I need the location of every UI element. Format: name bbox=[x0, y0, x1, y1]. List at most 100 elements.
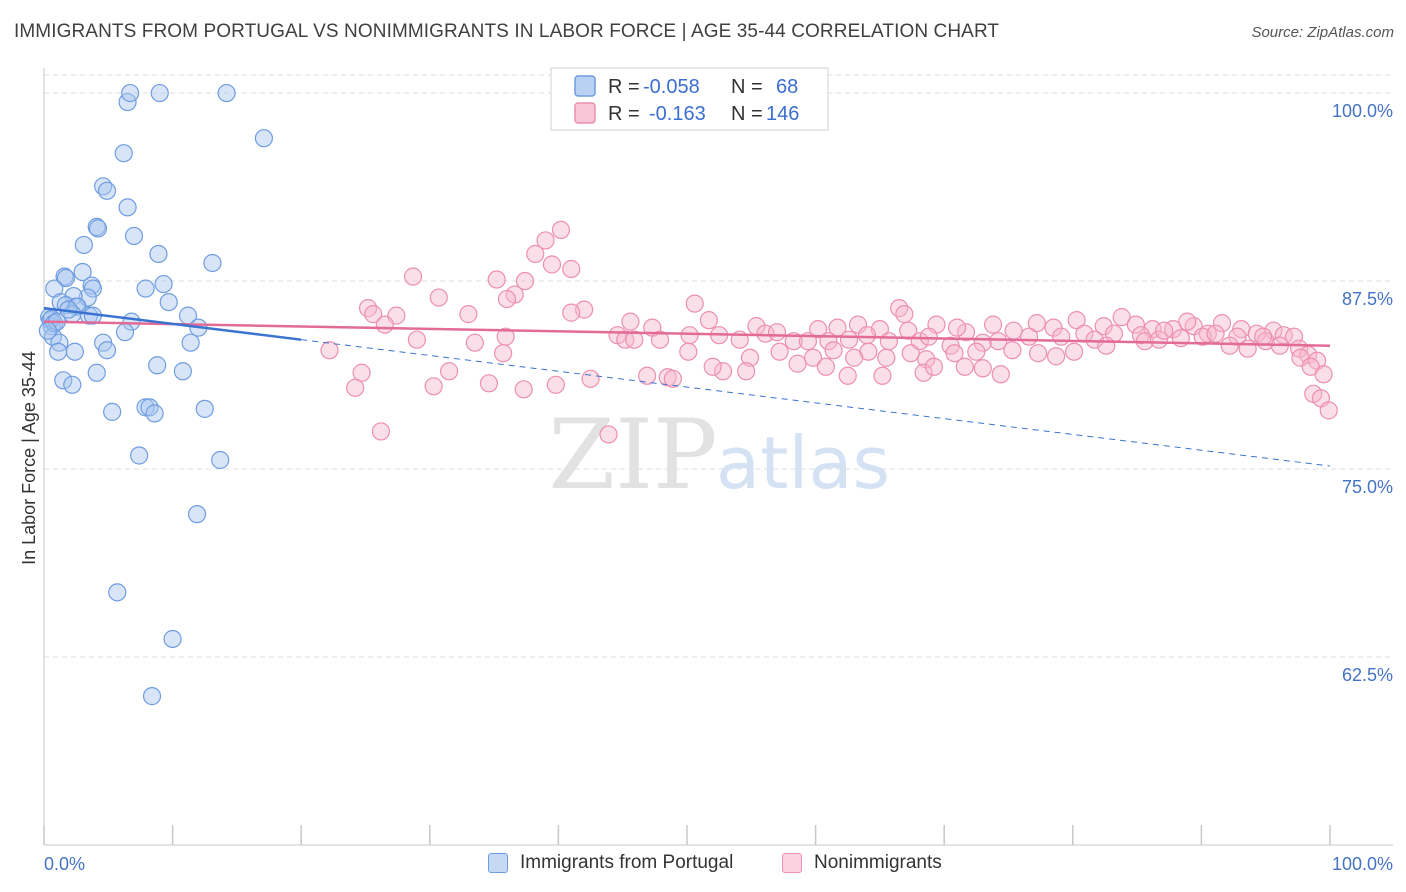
nonimmigrants-point-9 bbox=[429, 288, 448, 307]
nonimmigrants-point-19 bbox=[375, 315, 394, 334]
nonimmigrants-point-116 bbox=[924, 357, 944, 376]
nonimmigrants-point-136 bbox=[1149, 330, 1169, 349]
nonimmigrants-point-132 bbox=[1028, 344, 1048, 363]
nonimmigrants-point-140 bbox=[1220, 336, 1239, 355]
chart-title: IMMIGRANTS FROM PORTUGAL VS NONIMMIGRANT… bbox=[14, 21, 1000, 42]
nonimmigrants-point-100 bbox=[917, 350, 936, 369]
portugal-point-17 bbox=[56, 268, 75, 288]
portugal-point-12 bbox=[74, 235, 93, 255]
nonimmigrants-point-144 bbox=[947, 318, 967, 337]
portugal-point-49 bbox=[173, 362, 192, 381]
y-tick-label-1: 75.0% bbox=[1342, 477, 1393, 497]
nonimmigrants-point-110 bbox=[713, 362, 733, 381]
nonimmigrants-point-55 bbox=[680, 326, 699, 345]
portugal-point-50 bbox=[54, 371, 73, 390]
nonimmigrants-point-39 bbox=[1094, 317, 1113, 336]
nonimmigrants-point-107 bbox=[352, 363, 371, 382]
portugal-point-20 bbox=[83, 279, 102, 298]
legend-swatch-blue bbox=[574, 75, 596, 97]
nonimmigrants-point-6 bbox=[487, 270, 506, 289]
nonimmigrants-point-139 bbox=[1206, 324, 1225, 343]
portugal-point-41 bbox=[50, 333, 69, 352]
nonimmigrants-point-131 bbox=[877, 348, 896, 367]
bottom-legend-label-2: Nonimmigrants bbox=[814, 852, 942, 873]
nonimmigrants-point-112 bbox=[816, 357, 835, 376]
nonimmigrants-point-65 bbox=[879, 332, 899, 351]
nonimmigrants-point-105 bbox=[788, 354, 807, 373]
portugal-point-10 bbox=[88, 219, 108, 238]
portugal-point-59 bbox=[187, 505, 207, 524]
nonimmigrants-point-137 bbox=[1155, 321, 1174, 340]
portugal-point-15 bbox=[73, 262, 92, 282]
portugal-point-52 bbox=[136, 398, 155, 417]
nonimmigrants-point-38 bbox=[1067, 311, 1086, 330]
nonimmigrants-point-91 bbox=[320, 341, 339, 360]
nonimmigrants-point-10 bbox=[497, 289, 517, 309]
nonimmigrants-point-103 bbox=[1003, 341, 1022, 360]
nonimmigrants-point-58 bbox=[756, 324, 775, 343]
watermark-atlas: atlas bbox=[716, 421, 890, 505]
portugal-point-8 bbox=[118, 198, 137, 217]
nonimmigrants-point-74 bbox=[1085, 330, 1104, 349]
portugal-point-61 bbox=[163, 629, 182, 649]
portugal-trend-line bbox=[43, 306, 302, 341]
bottom-legend-label-1: Immigrants from Portugal bbox=[520, 852, 734, 873]
portugal-point-57 bbox=[130, 446, 149, 465]
nonimmigrants-point-121 bbox=[479, 374, 499, 393]
nonimmigrants-point-122 bbox=[514, 380, 533, 399]
portugal-point-55 bbox=[145, 404, 164, 423]
nonimmigrants-point-130 bbox=[845, 348, 864, 367]
nonimmigrants-point-118 bbox=[991, 365, 1010, 384]
nonimmigrants-point-125 bbox=[371, 422, 391, 441]
bottom-legend-portugal: Immigrants from Portugal bbox=[488, 852, 733, 874]
nonimmigrants-point-142 bbox=[1254, 327, 1273, 346]
nonimmigrants-point-102 bbox=[967, 342, 986, 361]
nonimmigrants-point-5 bbox=[403, 267, 423, 286]
nonimmigrants-point-143 bbox=[895, 305, 914, 324]
portugal-point-14 bbox=[203, 253, 222, 273]
nonimmigrants-point-134 bbox=[1097, 336, 1116, 355]
nonimmigrants-point-95 bbox=[770, 342, 789, 361]
nonimmigrants-point-20 bbox=[465, 333, 484, 352]
y-tick-label-2: 87.5% bbox=[1342, 289, 1393, 309]
nonimmigrants-point-59 bbox=[767, 323, 787, 342]
nonimmigrants-point-0 bbox=[551, 220, 571, 240]
nonimmigrants-point-21 bbox=[407, 330, 427, 349]
nonimmigrants-point-114 bbox=[873, 366, 892, 385]
portugal-trend-dashed bbox=[301, 339, 1331, 467]
nonimmigrants-point-109 bbox=[638, 366, 657, 385]
nonimmigrants-point-126 bbox=[599, 425, 618, 444]
portugal-point-7 bbox=[97, 181, 117, 200]
nonimmigrants-point-7 bbox=[515, 271, 535, 291]
nonimmigrants-point-34 bbox=[956, 323, 976, 342]
nonimmigrants-point-17 bbox=[562, 303, 581, 322]
portugal-point-5 bbox=[114, 144, 133, 163]
portugal-point-60 bbox=[108, 583, 127, 602]
portugal-point-67 bbox=[38, 321, 57, 340]
y-axis-label: In Labor Force | Age 35-44 bbox=[19, 351, 39, 565]
nonimmigrants-point-113 bbox=[838, 366, 857, 385]
legend-n-label-2: N = bbox=[731, 103, 763, 125]
legend-box: R = -0.058 N = 68 R = -0.163 N = 146 bbox=[550, 67, 829, 131]
portugal-points bbox=[38, 83, 274, 706]
bottom-legend-nonimmigrants: Nonimmigrants bbox=[782, 852, 942, 874]
nonimmigrants-point-14 bbox=[364, 305, 383, 324]
nonimmigrants-point-123 bbox=[546, 375, 565, 394]
portugal-point-4 bbox=[254, 129, 274, 148]
legend-r-label-1: R = bbox=[608, 76, 640, 98]
y-tick-label-3: 100.0% bbox=[1332, 101, 1393, 121]
portugal-point-47 bbox=[148, 356, 167, 375]
nonimmigrants-point-119 bbox=[346, 378, 365, 397]
watermark-zip: ZIP bbox=[548, 399, 717, 511]
nonimmigrants-point-94 bbox=[740, 348, 760, 367]
portugal-point-21 bbox=[136, 279, 155, 298]
legend-r-value-1: -0.058 bbox=[643, 76, 700, 98]
legend-swatch-pink bbox=[574, 102, 596, 124]
nonimmigrants-point-101 bbox=[945, 344, 964, 363]
nonimmigrants-points bbox=[320, 220, 1338, 444]
nonimmigrants-point-99 bbox=[901, 344, 920, 363]
nonimmigrants-point-120 bbox=[424, 377, 443, 396]
nonimmigrants-point-26 bbox=[699, 311, 718, 330]
nonimmigrants-trend-line bbox=[43, 320, 1331, 347]
